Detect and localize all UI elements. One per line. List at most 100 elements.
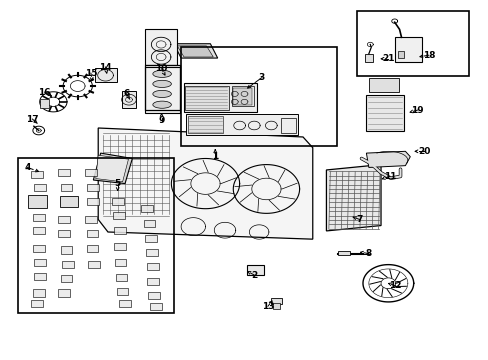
Bar [271,298,282,304]
Text: 2: 2 [251,270,257,279]
Bar [115,259,126,266]
Bar [144,65,180,110]
Bar [58,289,70,297]
Bar [141,205,153,212]
Bar [185,114,298,135]
Bar [356,12,468,76]
Bar [114,226,125,234]
Bar [394,37,421,62]
Bar [34,259,45,266]
Bar [18,158,173,313]
Text: 3: 3 [258,73,264,82]
Bar [62,261,74,268]
Bar [34,273,45,280]
Bar [40,99,49,108]
Text: 11: 11 [383,172,395,181]
Text: 12: 12 [388,281,401,290]
Text: 9: 9 [158,116,164,125]
Bar [281,118,295,133]
Bar [34,184,45,191]
Bar [87,184,99,191]
Bar [114,243,125,250]
Text: 19: 19 [410,105,423,114]
Bar [117,288,128,296]
Polygon shape [93,153,132,184]
Bar [231,86,253,106]
Text: 21: 21 [381,54,394,63]
Text: 5: 5 [114,179,121,188]
Bar [247,265,264,275]
Text: 17: 17 [26,114,39,123]
Text: 4: 4 [24,163,31,172]
Bar [122,91,136,108]
Polygon shape [163,46,177,53]
Polygon shape [177,46,213,57]
Bar [95,68,117,82]
Bar [85,169,97,176]
Bar [144,67,179,113]
Bar [33,244,44,252]
Text: 20: 20 [417,147,429,156]
Bar [365,54,372,62]
Bar [113,212,124,220]
Polygon shape [96,155,128,182]
Text: 14: 14 [99,63,112,72]
Text: 10: 10 [155,64,167,73]
Text: 7: 7 [356,215,362,224]
Bar [143,220,155,227]
Bar [27,195,47,208]
Bar [33,289,44,297]
Bar [86,244,98,252]
Bar [181,47,336,146]
Text: 1: 1 [212,152,218,161]
Bar [31,171,43,178]
Bar [148,292,160,299]
Bar [146,249,158,256]
Bar [31,300,43,307]
Bar [60,197,78,207]
Ellipse shape [153,101,171,108]
Bar [58,230,70,237]
Bar [397,51,403,58]
Polygon shape [173,44,217,58]
Ellipse shape [153,80,171,87]
Text: 8: 8 [365,249,371,258]
Bar [61,184,72,191]
Polygon shape [98,128,312,239]
Bar [58,216,70,223]
Bar [87,198,99,205]
Bar [366,95,404,131]
Bar [147,278,158,285]
Text: 18: 18 [422,51,434,60]
Ellipse shape [153,90,171,98]
Bar [33,226,44,234]
Bar [183,83,256,112]
Bar [184,86,228,110]
Bar [232,88,252,105]
Bar [119,300,131,307]
Text: 15: 15 [84,69,97,78]
Text: 16: 16 [38,87,51,96]
Bar [61,275,72,282]
Bar [61,246,72,253]
Bar [272,303,280,309]
Bar [337,251,349,255]
Polygon shape [366,151,409,167]
Bar [188,116,222,134]
Bar [368,78,398,92]
Polygon shape [326,165,380,231]
Bar [145,234,157,242]
Bar [33,214,44,221]
Bar [150,303,161,310]
Bar [147,263,158,270]
Bar [58,169,70,176]
Bar [112,198,123,205]
Text: 13: 13 [261,302,274,311]
Bar [116,274,127,281]
Bar [145,30,177,65]
Ellipse shape [153,70,171,77]
Bar [86,230,98,237]
Text: 6: 6 [123,89,129,98]
Bar [85,216,97,223]
Bar [88,261,100,268]
